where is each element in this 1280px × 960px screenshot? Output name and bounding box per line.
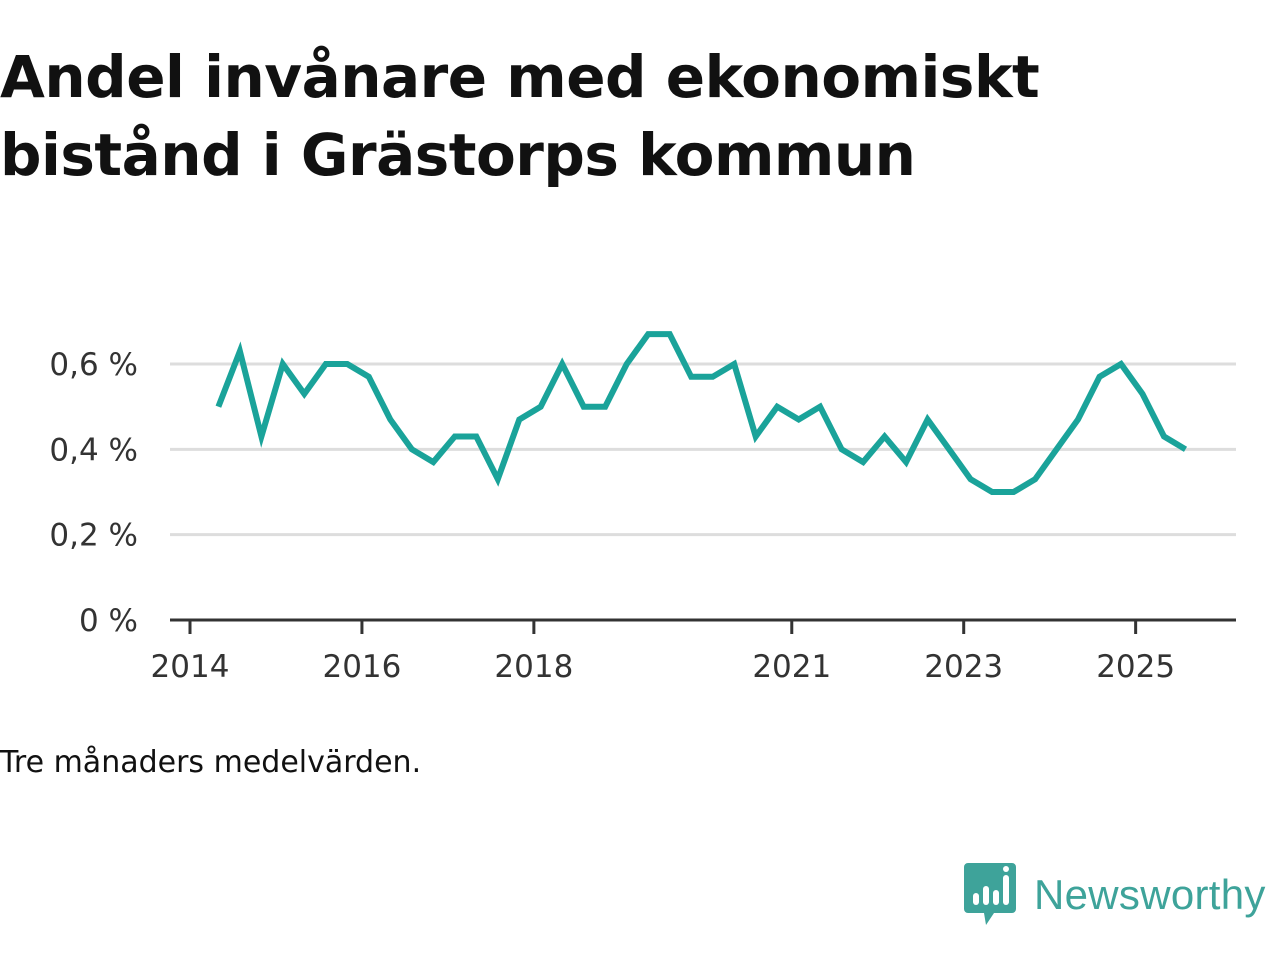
brand-logo: Newsworthy	[964, 862, 1266, 928]
y-tick-label: 0,6 %	[49, 347, 138, 383]
axes: 0 % 0,2 % 0,4 % 0,6 % 2014 2016 2018 2021 2023 20…	[49, 347, 1236, 685]
x-tick-label: 2016	[322, 649, 401, 685]
gridlines	[170, 362, 1236, 537]
series	[215, 331, 1188, 495]
series-line	[215, 331, 1188, 495]
x-tick-label: 2018	[494, 649, 573, 685]
y-tick-label: 0,4 %	[49, 432, 138, 468]
x-tick-label: 2023	[924, 649, 1003, 685]
y-tick-label: 0 %	[79, 603, 138, 639]
x-tick-label: 2014	[151, 649, 230, 685]
y-tick-label: 0,2 %	[49, 518, 138, 554]
newsworthy-logo-icon	[964, 863, 1016, 925]
chart-caption: Tre månaders medelvärden.	[0, 745, 422, 780]
chart-title: Andel invånare med ekonomiskt bistånd i …	[0, 43, 1040, 189]
brand-name: Newsworthy	[1034, 871, 1266, 918]
x-tick-label: 2025	[1096, 649, 1175, 685]
x-tick-label: 2021	[752, 649, 831, 685]
